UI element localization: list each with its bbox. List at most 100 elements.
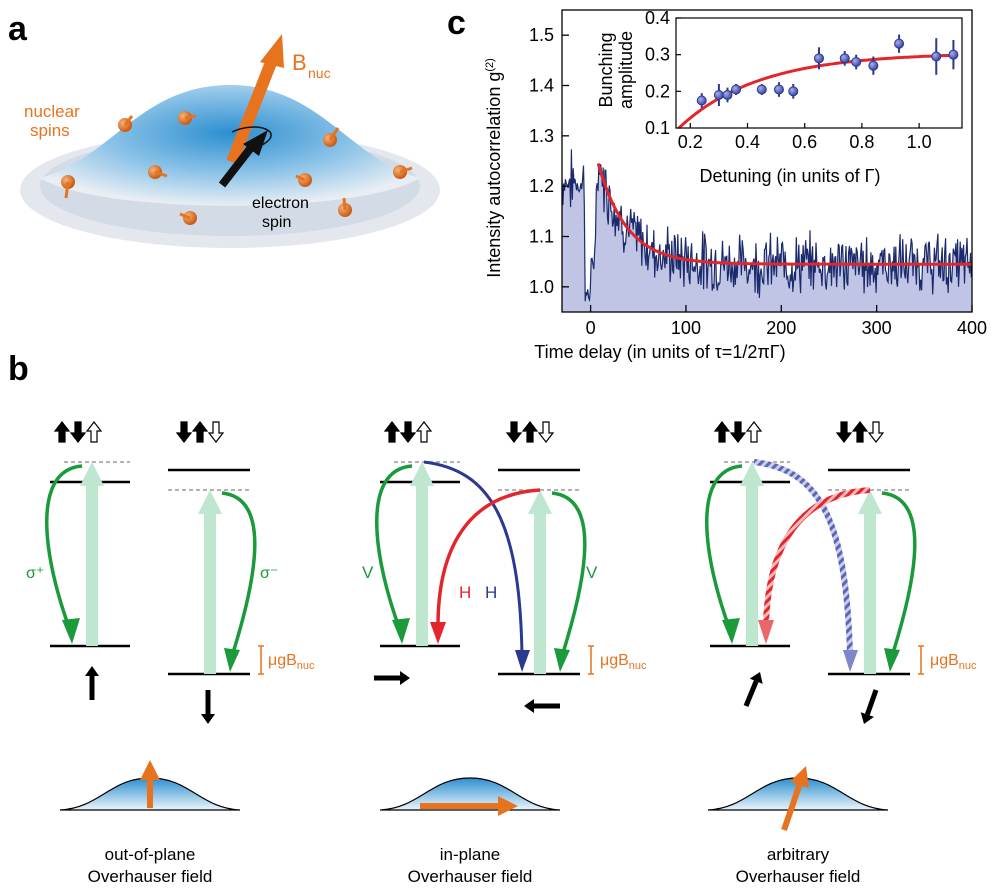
- laser-arrow-left: [746, 482, 758, 646]
- emission-head-left: [722, 618, 740, 644]
- inset-y-axis-label-2: amplitude: [616, 31, 636, 109]
- y-tick-label: 1.0: [529, 277, 554, 297]
- cross-head-blue: [515, 650, 530, 672]
- panel-b-diagrams: [45, 421, 924, 831]
- diagram1-caption-2: Overhauser field: [88, 867, 213, 886]
- trion-spin-arrow: [505, 421, 523, 443]
- ground-spin-down-head: [201, 714, 215, 724]
- emission-head-right: [554, 648, 570, 672]
- cross-curve-blue-hatched: [753, 459, 853, 655]
- data-point: [931, 51, 942, 62]
- emission-head-left: [62, 618, 80, 644]
- laser-arrowhead-right: [858, 490, 882, 514]
- overhauser-arrow-3: [781, 783, 803, 831]
- nuclear-spin-balls: [61, 111, 413, 225]
- ground-spin-up-head: [85, 666, 99, 676]
- trion-spin-arrow: [835, 421, 853, 443]
- cross-curve-blue: [423, 460, 524, 657]
- inset-y-tick-label: 0.4: [645, 8, 670, 28]
- inset-y-axis-label-1: Bunching: [596, 32, 616, 107]
- ground-spin-tilted-up: [743, 680, 759, 707]
- trion-spin-arrow: [53, 421, 71, 443]
- inset-y-tick-label: 0.3: [645, 45, 670, 65]
- emission-head-left: [392, 618, 410, 644]
- data-point: [948, 49, 959, 60]
- x-tick-label: 200: [766, 318, 796, 338]
- data-point: [731, 84, 742, 95]
- inset-frame: [675, 17, 963, 129]
- bnuc-arrow: [226, 34, 284, 165]
- cross-head-red-hatched: [758, 620, 774, 644]
- inset-y-tick-label: 0.2: [645, 81, 670, 101]
- data-point: [773, 84, 784, 95]
- bnuc-label: B: [292, 50, 307, 75]
- overhauser-arrow-2-head: [498, 796, 518, 816]
- fit-curve: [596, 163, 972, 266]
- emission-curve-left: [705, 464, 743, 631]
- electron-spin-label-2: spin: [262, 214, 291, 231]
- ground-spin-left-head: [524, 699, 534, 713]
- laser-arrow-right: [204, 510, 216, 674]
- diagram2-zeeman: μgBnuc: [600, 652, 647, 672]
- trion-spin-arrow: [69, 421, 87, 443]
- diagram2-caption-2: Overhauser field: [408, 867, 533, 886]
- data-point: [788, 86, 799, 97]
- trion-spin-arrow: [191, 421, 209, 443]
- trion-spin-arrow: [851, 421, 869, 443]
- y-tick-label: 1.2: [529, 176, 554, 196]
- y-tick-label: 1.3: [529, 126, 554, 146]
- emission-head-right: [224, 648, 240, 672]
- diagram2-cross-left-label: H: [459, 583, 471, 602]
- laser-arrow-right: [864, 510, 876, 674]
- data-point: [868, 60, 879, 71]
- diagram1-right-polarization: σ⁻: [260, 565, 278, 582]
- bunching-inset-chart: 0.2 0.4 0.6 0.8 1.0 0.1 0.2 0.3 0.4: [645, 8, 963, 152]
- emission-curve-right: [221, 491, 257, 657]
- emission-curve-left: [375, 464, 413, 631]
- laser-arrowhead-right: [198, 490, 222, 514]
- main-y-axis-label: Intensity autocorrelation g(2): [484, 58, 504, 278]
- ground-spin-tilted-down: [864, 689, 879, 716]
- emission-curve-left: [45, 464, 83, 631]
- emission-head-right: [884, 648, 900, 672]
- cross-head-red: [430, 622, 446, 644]
- laser-arrow-right: [534, 510, 546, 674]
- panel-a-label: a: [8, 10, 28, 48]
- trion-spin-arrow: [207, 421, 225, 443]
- diagram1-left-polarization: σ⁺: [26, 565, 44, 582]
- trion-spin-arrow: [537, 421, 555, 443]
- data-point: [839, 53, 850, 64]
- autocorrelation-chart: 0 100 200 300 400 1.0 1.1 1.2 1.3 1.4 1.5: [529, 9, 987, 338]
- diagram2-caption-1: in-plane: [440, 845, 501, 864]
- nuclear-spins-label-1: nuclear: [24, 102, 80, 121]
- overhauser-arrow-1-head: [140, 760, 160, 780]
- cross-curve-red-hatched: [763, 487, 871, 625]
- laser-arrowhead-left: [80, 462, 104, 486]
- inset-x-tick-label: 0.8: [849, 132, 874, 152]
- data-point: [894, 38, 905, 49]
- inset-x-tick-label: 0.6: [792, 132, 817, 152]
- trion-spin-arrow: [175, 421, 193, 443]
- data-point: [696, 95, 707, 106]
- data-trace: [561, 149, 972, 303]
- bnuc-subscript: nuc: [308, 65, 331, 81]
- zeeman-bracket: [258, 645, 264, 675]
- inset-x-tick-label: 0.4: [735, 132, 760, 152]
- trion-spin-arrow: [85, 421, 103, 443]
- nuclear-spins-label-2: spins: [30, 121, 70, 140]
- electron-spin-label-1: electron: [252, 195, 309, 212]
- main-x-axis-label: Time delay (in units of τ=1/2πΓ): [534, 342, 785, 362]
- laser-arrowhead-right: [528, 490, 552, 514]
- y-tick-label: 1.5: [529, 25, 554, 45]
- cross-head-blue-hatched: [843, 650, 858, 672]
- x-tick-label: 300: [862, 318, 892, 338]
- data-point: [756, 84, 767, 95]
- trion-spin-arrow: [713, 421, 731, 443]
- overhauser-bump-2: [379, 777, 561, 811]
- trion-spin-arrow: [383, 421, 401, 443]
- overhauser-arrow-3-head: [790, 766, 809, 789]
- zeeman-bracket: [918, 645, 924, 675]
- panel-a-illustration: [20, 34, 440, 248]
- data-point: [814, 53, 824, 64]
